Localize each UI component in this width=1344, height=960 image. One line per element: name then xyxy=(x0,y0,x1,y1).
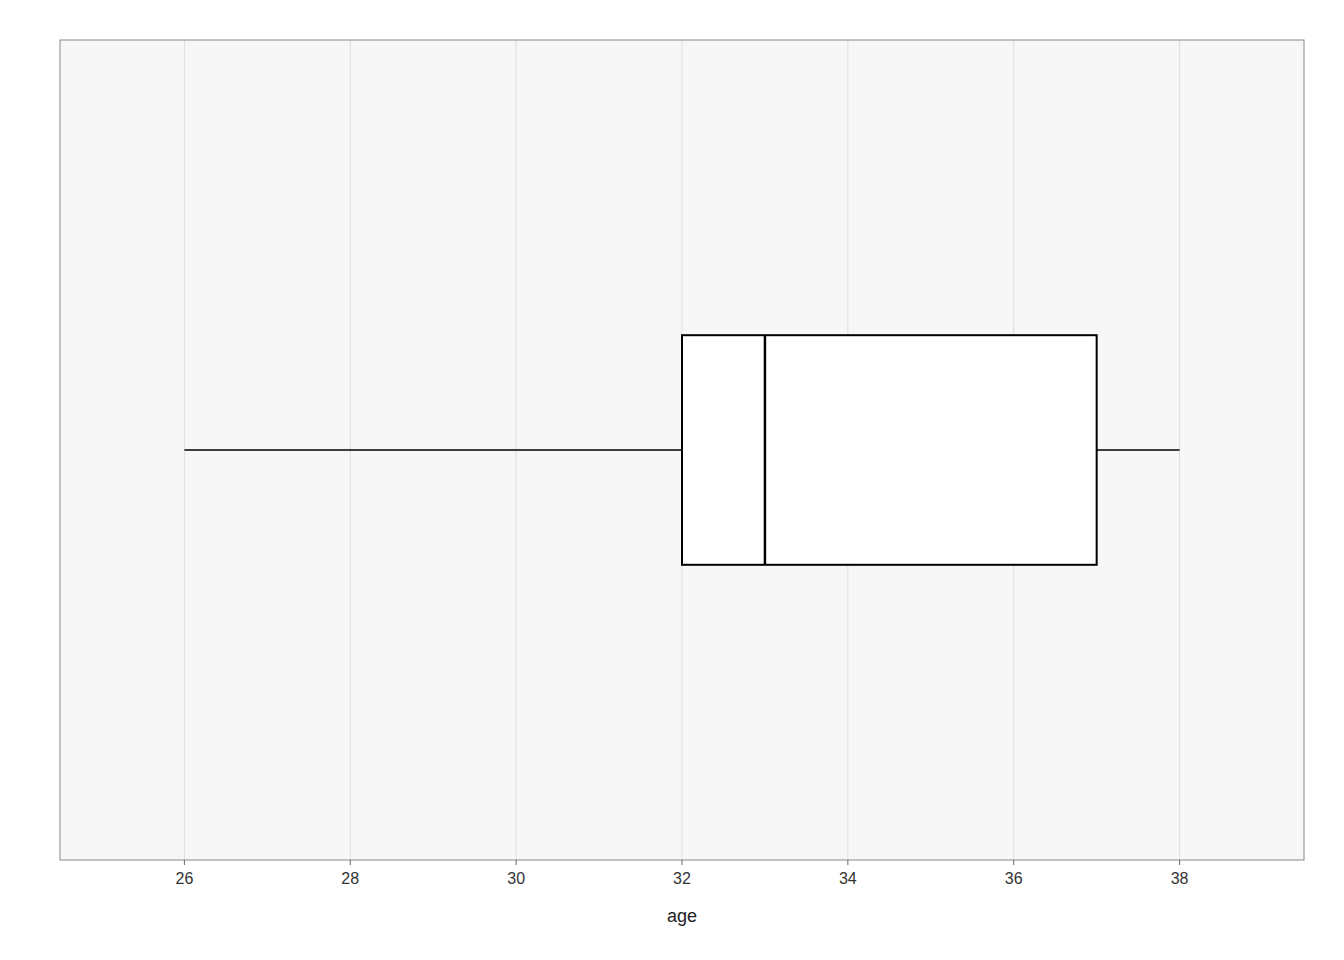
tick-label: 36 xyxy=(1005,870,1023,887)
x-axis-label: age xyxy=(667,906,697,926)
tick-label: 32 xyxy=(673,870,691,887)
tick-label: 26 xyxy=(176,870,194,887)
tick-mark xyxy=(1013,860,1014,865)
tick-label: 38 xyxy=(1171,870,1189,887)
tick-mark xyxy=(516,860,517,865)
tick-label: 30 xyxy=(507,870,525,887)
tick-label: 28 xyxy=(341,870,359,887)
median xyxy=(764,335,767,565)
plot-frame xyxy=(60,40,1304,860)
tick-mark xyxy=(682,860,683,865)
tick-mark xyxy=(350,860,351,865)
grid xyxy=(184,40,1179,860)
whisker-low xyxy=(184,449,682,451)
tick-mark xyxy=(1179,860,1180,865)
x-axis: 26 28 30 32 34 36 38 xyxy=(176,860,1189,887)
tick-mark xyxy=(184,860,185,865)
tick-label: 34 xyxy=(839,870,857,887)
box xyxy=(682,335,1097,565)
plot-background xyxy=(60,40,1304,860)
chart-svg: 26 28 30 32 34 36 38 age xyxy=(0,0,1344,960)
tick-mark xyxy=(847,860,848,865)
boxplot xyxy=(184,335,1179,565)
whisker-high xyxy=(1097,449,1180,451)
chart-container: 26 28 30 32 34 36 38 age xyxy=(0,0,1344,960)
